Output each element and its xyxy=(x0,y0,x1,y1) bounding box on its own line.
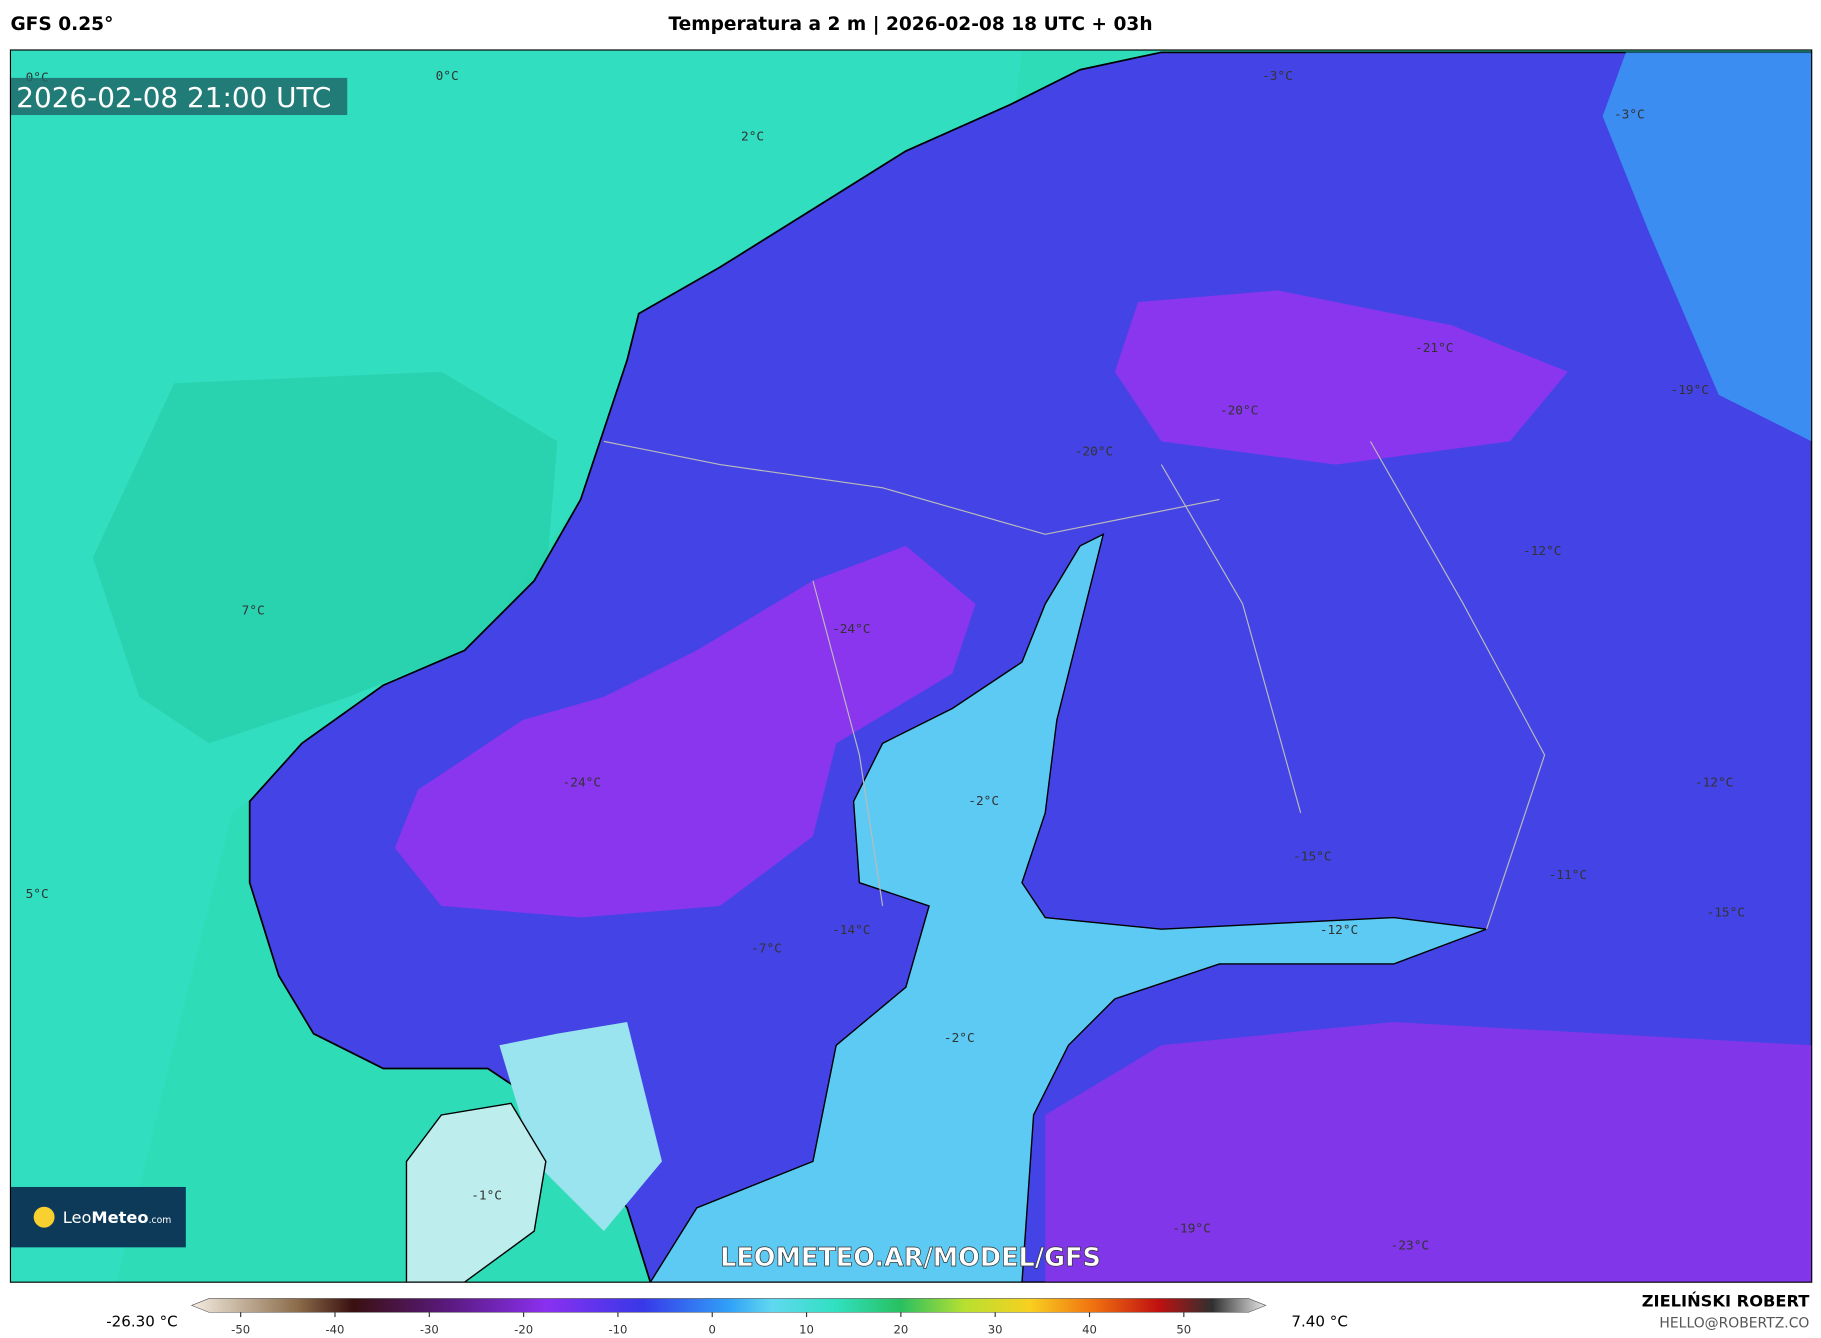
map: 0°C0°C2°C-3°C-3°C-21°C-19°C-20°C-20°C-12… xyxy=(10,49,1812,1283)
cold-area xyxy=(1114,290,1568,465)
cold-area xyxy=(1045,1022,1812,1283)
map-title: Temperatura a 2 m | 2026-02-08 18 UTC + … xyxy=(668,14,1152,35)
sea-shade xyxy=(10,49,1022,1283)
logo-brand-bold: Meteo xyxy=(91,1208,148,1227)
colorbar-tick-label: -10 xyxy=(608,1322,627,1336)
colorbar-tick-label: 10 xyxy=(799,1322,814,1336)
map-label: -19°C xyxy=(1172,1221,1210,1236)
watermark: LEOMETEO.AR/MODEL/GFS xyxy=(720,1243,1101,1273)
colorbar-tick-label: 0 xyxy=(709,1322,716,1336)
map-label: 0°C xyxy=(436,69,459,84)
map-label: -2°C xyxy=(968,794,999,809)
colorbar-tick-label: 50 xyxy=(1176,1322,1191,1336)
logo-sun xyxy=(33,1206,55,1228)
colorbar-tick-label: -20 xyxy=(514,1322,533,1336)
map-label: -21°C xyxy=(1415,341,1453,356)
map-label: -3°C xyxy=(1614,108,1645,123)
map-label: -2°C xyxy=(944,1031,975,1046)
colorbar-min: -26.30 °C xyxy=(106,1312,177,1330)
map-label: -24°C xyxy=(832,622,870,637)
timestamp-box xyxy=(10,77,348,116)
colorbar-tick-label: -30 xyxy=(420,1322,439,1336)
colorbar-tick-label: 30 xyxy=(988,1322,1003,1336)
map-label: -1°C xyxy=(471,1189,502,1204)
map-frame xyxy=(9,49,1813,1283)
denmark xyxy=(405,1102,547,1283)
cold-area xyxy=(394,545,976,918)
map-label: -12°C xyxy=(1320,923,1358,938)
map-label: 7°C xyxy=(242,603,265,618)
colorbar-max: 7.40 °C xyxy=(1291,1312,1347,1330)
map-label: -12°C xyxy=(1523,544,1561,559)
map-label: -12°C xyxy=(1695,775,1733,790)
map-label: -14°C xyxy=(832,923,870,938)
logo: LeoMeteo.com xyxy=(63,1208,172,1227)
border xyxy=(603,440,1546,930)
sea-shade xyxy=(92,371,558,744)
map-label: -20°C xyxy=(1075,444,1113,459)
colorbar-tick-label: 40 xyxy=(1082,1322,1097,1336)
map-label: -23°C xyxy=(1391,1239,1429,1254)
timestamp: 2026-02-08 21:00 UTC xyxy=(16,81,331,114)
logo-domain: .com xyxy=(149,1215,172,1226)
logo-brand: Leo xyxy=(63,1208,92,1227)
colorbar xyxy=(190,1298,1267,1313)
map-label: -11°C xyxy=(1549,868,1587,883)
colorbar-ticks: -50 -40 -30 -20 -10 0 10 20 30 40 50 xyxy=(231,1312,1191,1336)
colorbar-tick-label: 20 xyxy=(893,1322,908,1336)
map-label: -7°C xyxy=(751,941,782,956)
map-label: -15°C xyxy=(1293,850,1331,865)
map-label: -20°C xyxy=(1220,404,1258,419)
map-label: -19°C xyxy=(1671,383,1709,398)
email: HELLO@ROBERTZ.CO xyxy=(1659,1315,1809,1331)
map-label: -24°C xyxy=(563,775,601,790)
author: ZIELIŃSKI ROBERT xyxy=(1642,1292,1810,1311)
map-label: -15°C xyxy=(1707,905,1745,920)
warm-area xyxy=(1602,52,1812,442)
skagerrak xyxy=(499,1022,662,1232)
map-label: -3°C xyxy=(1262,69,1293,84)
colorbar-tick-label: -40 xyxy=(325,1322,344,1336)
model-label: GFS 0.25° xyxy=(10,14,113,35)
map-label: 5°C xyxy=(26,887,49,902)
map-label: 2°C xyxy=(741,130,764,145)
map-labels: 0°C0°C2°C-3°C-3°C-21°C-19°C-20°C-20°C-12… xyxy=(26,69,1745,1253)
colorbar-tick-label: -50 xyxy=(231,1322,250,1336)
